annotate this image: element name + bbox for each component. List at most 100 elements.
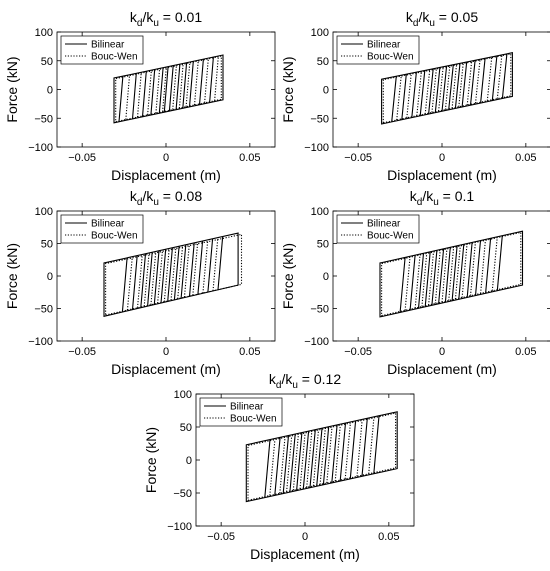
unloading-branch xyxy=(140,253,147,308)
unloading-branch xyxy=(309,429,316,488)
y-tick-label: 50 xyxy=(180,422,192,434)
unloading-branch xyxy=(431,68,437,113)
unloading-branch xyxy=(302,431,310,490)
title-part: = 0.12 xyxy=(298,371,341,387)
unloading-branch xyxy=(188,242,195,297)
y-axis-label: Force (kN) xyxy=(4,56,20,122)
chart-panel-1: kd/ku = 0.01−0.05 0 0.05−100−50050100Displ… xyxy=(4,9,276,183)
unloading-branch xyxy=(204,58,209,103)
y-tick-label: 100 xyxy=(35,27,53,39)
y-tick-label: 100 xyxy=(311,27,329,39)
unloading-branch xyxy=(170,248,177,301)
unloading-branch xyxy=(282,435,290,494)
title-part: = 0.01 xyxy=(159,9,202,25)
title-part: = 0.1 xyxy=(439,188,475,204)
title-part: d xyxy=(276,380,282,391)
y-tick-label: 100 xyxy=(174,389,192,401)
y-tick-label: −50 xyxy=(173,488,192,500)
y-tick-label: 0 xyxy=(323,271,329,283)
unloading-branch xyxy=(409,255,416,311)
unloading-branch xyxy=(202,241,209,294)
data-layer xyxy=(381,52,513,125)
unloading-branch xyxy=(349,420,357,479)
unloading-branch xyxy=(155,69,161,114)
title-part: k xyxy=(146,188,154,204)
x-tick-label: −0.05 xyxy=(68,346,96,358)
chart-title: kd/ku = 0.1 xyxy=(410,188,475,208)
unloading-branch xyxy=(319,428,326,485)
hysteresis-loop xyxy=(245,411,398,503)
series-bilinear xyxy=(245,411,398,503)
unloading-branch xyxy=(406,74,412,118)
x-tick-label: 0 xyxy=(163,152,169,164)
y-tick-label: −50 xyxy=(310,113,329,125)
title-part: k xyxy=(269,371,277,387)
x-tick-label: 0 xyxy=(163,346,169,358)
title-part: / xyxy=(142,188,146,204)
title-part: d xyxy=(137,197,143,208)
y-tick-label: −100 xyxy=(304,336,329,348)
y-tick-label: −100 xyxy=(28,336,53,348)
unloading-branch xyxy=(160,249,167,304)
chart-title: kd/ku = 0.08 xyxy=(130,188,202,208)
unloading-branch xyxy=(458,244,465,300)
legend-entry: Bouc-Wen xyxy=(367,52,414,63)
y-tick-label: −100 xyxy=(304,142,329,154)
unloading-branch xyxy=(469,242,476,296)
unloading-branch xyxy=(163,66,169,113)
unloading-branch xyxy=(404,257,411,311)
series-bouc-wen xyxy=(381,231,522,317)
unloading-branch xyxy=(143,254,150,307)
x-tick-label: 0.05 xyxy=(378,531,399,543)
legend-entry: Bilinear xyxy=(91,40,125,51)
unloading-branch xyxy=(141,71,147,117)
title-part: u xyxy=(153,197,159,208)
y-axis-label: Force (kN) xyxy=(4,243,20,309)
x-tick-label: 0.05 xyxy=(515,152,536,164)
title-part: k xyxy=(130,188,138,204)
unloading-branch xyxy=(316,428,323,487)
x-tick-label: −0.05 xyxy=(344,346,372,358)
y-tick-label: −50 xyxy=(310,304,329,316)
hysteresis-loop xyxy=(105,233,243,316)
unloading-branch xyxy=(183,245,190,298)
unloading-branch xyxy=(131,255,138,310)
unloading-branch xyxy=(399,257,406,313)
data-layer xyxy=(113,54,224,124)
title-part: / xyxy=(281,371,285,387)
axis-ticks: −0.05 0 0.05 −100 −50 0 50 100 xyxy=(304,206,550,358)
unloading-branch xyxy=(339,423,347,482)
unloading-branch xyxy=(153,250,160,305)
hysteresis-loop xyxy=(382,53,512,124)
x-tick-label: 0 xyxy=(439,346,445,358)
unloading-branch xyxy=(182,62,188,109)
series-bouc-wen xyxy=(247,412,397,501)
chart-panel-5: kd/ku = 0.12−0.05 0 0.05−100−50050100Displ… xyxy=(143,371,415,562)
unloading-branch xyxy=(147,252,153,307)
chart-title: kd/ku = 0.05 xyxy=(406,9,478,29)
unloading-branch xyxy=(286,435,293,492)
title-part: = 0.05 xyxy=(435,9,478,25)
legend-entry: Bilinear xyxy=(367,40,401,51)
unloading-branch xyxy=(368,417,375,474)
legend-box xyxy=(336,214,420,244)
unloading-branch xyxy=(485,238,492,294)
unloading-branch xyxy=(480,58,486,104)
unloading-branch xyxy=(416,71,422,116)
unloading-branch xyxy=(438,67,444,112)
title-part: k xyxy=(406,9,414,25)
legend-box xyxy=(60,35,144,65)
y-tick-label: 50 xyxy=(41,56,53,68)
unloading-branch xyxy=(356,420,363,477)
unloading-branch xyxy=(428,251,435,306)
axis-ticks: −0.05 0 0.05 −100 −50 0 50 100 xyxy=(28,206,275,358)
unloading-branch xyxy=(441,65,448,112)
chart-panel-3: kd/ku = 0.08−0.05 0 0.05−100−50050100Displ… xyxy=(4,188,276,377)
title-part: k xyxy=(146,9,154,25)
y-tick-label: −50 xyxy=(34,304,53,316)
unloading-branch xyxy=(264,439,271,498)
hysteresis-loop xyxy=(247,412,397,501)
unloading-branch xyxy=(421,253,428,307)
title-part: d xyxy=(413,18,419,29)
